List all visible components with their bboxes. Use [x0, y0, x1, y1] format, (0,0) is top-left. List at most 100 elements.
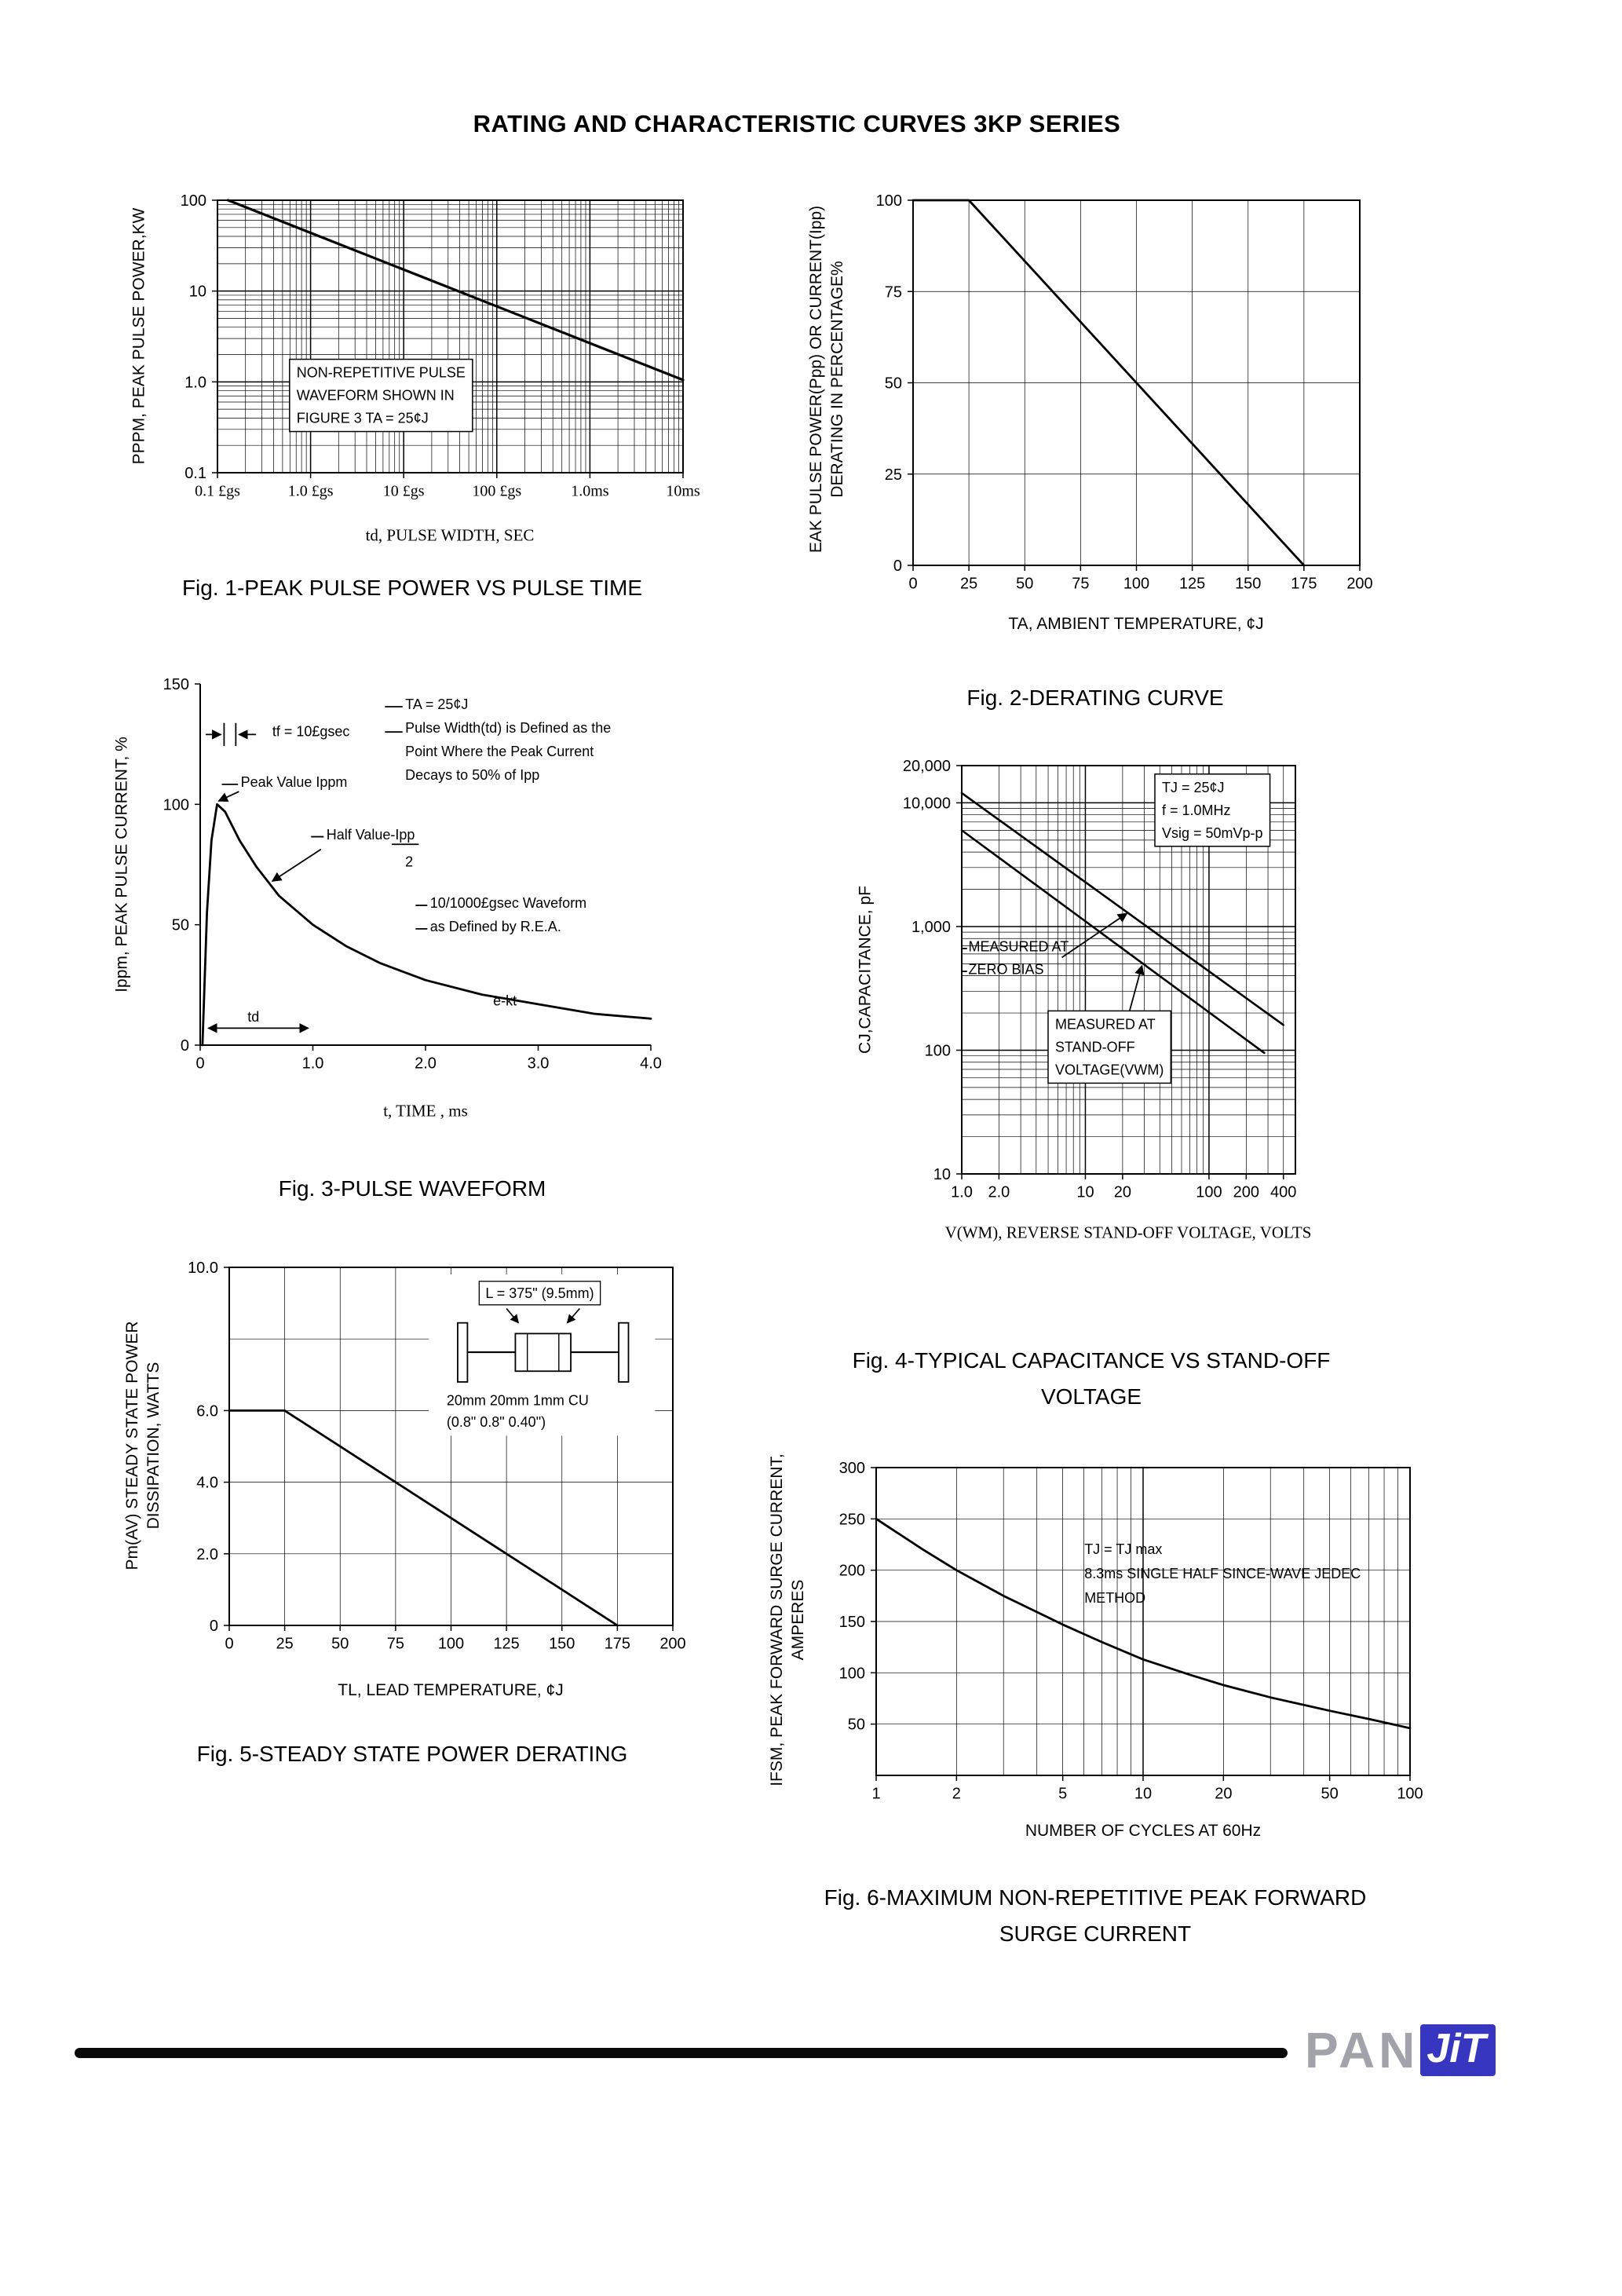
svg-text:150: 150	[549, 1636, 575, 1653]
svg-text:Peak Value Ippm: Peak Value Ippm	[241, 774, 348, 790]
svg-text:0: 0	[210, 1618, 218, 1635]
svg-text:Half Value-Ipp: Half Value-Ipp	[327, 827, 415, 843]
svg-text:0: 0	[225, 1636, 233, 1653]
svg-text:4.0: 4.0	[196, 1475, 218, 1492]
svg-text:10: 10	[1134, 1786, 1152, 1803]
fig3-pulse-waveform-chart: 0 1.0 2.0 3.0 4.0 0 50 100 150 TA = 25¢J Pulse Wid…	[163, 676, 662, 1073]
svg-text:1.0: 1.0	[184, 374, 206, 391]
svg-text:25: 25	[276, 1636, 294, 1653]
fig2-y-axis-label: EAK PULSE POWER(Ppp) OR CURRENT(Ipp) DER…	[807, 205, 846, 554]
svg-text:1.0: 1.0	[951, 1184, 973, 1201]
svg-text:150: 150	[839, 1614, 865, 1631]
logo-text-jit: JiT	[1420, 2024, 1496, 2076]
svg-text:100: 100	[876, 192, 902, 210]
fig6-caption: Fig. 6-MAXIMUM NON-REPETITIVE PEAK FORWA…	[824, 1885, 1367, 1946]
svg-text:200: 200	[1346, 576, 1372, 593]
page-title: RATING AND CHARACTERISTIC CURVES 3KP SER…	[473, 110, 1121, 137]
svg-text:100: 100	[839, 1665, 865, 1682]
svg-text:200: 200	[1233, 1184, 1259, 1201]
fig2-caption: Fig. 2-DERATING CURVE	[966, 686, 1224, 710]
svg-text:4.0: 4.0	[640, 1055, 662, 1073]
svg-text:0: 0	[181, 1037, 189, 1055]
fig4-capacitance-chart: 1.0 2.0 10 20 100 200 400 20,000 10,000 1,000 100 1…	[903, 758, 1297, 1201]
fig6-y-axis-label: IFSM, PEAK FORWARD SURGE CURRENT, AMPERE…	[768, 1453, 807, 1786]
svg-text:1.0ms: 1.0ms	[571, 483, 609, 500]
svg-text:175: 175	[1291, 576, 1317, 593]
fig5-power-derating-chart: 0 25 50 75 100 125 150 175 200 0 2.0 4.0 6.0 10.0 L = …	[188, 1260, 686, 1653]
svg-text:75: 75	[387, 1636, 404, 1653]
fig6-surge-current-chart: 1 2 5 10 20 50 100 50 100 150 200 250 300 TJ = TJ max…	[839, 1460, 1423, 1803]
svg-text:10 £gs: 10 £gs	[383, 483, 425, 500]
svg-text:10.0: 10.0	[188, 1260, 218, 1277]
fig4-y-axis-label: CJ,CAPACITANCE, pF	[856, 886, 875, 1054]
svg-text:25: 25	[885, 466, 902, 484]
svg-text:L = 375" (9.5mm): L = 375" (9.5mm)	[485, 1285, 594, 1301]
svg-text:2.0: 2.0	[415, 1055, 437, 1073]
svg-text:200: 200	[659, 1636, 685, 1653]
svg-text:(0.8" 0.8" 0.40"): (0.8" 0.8" 0.40")	[447, 1414, 546, 1430]
fig6-x-axis-label: NUMBER OF CYCLES AT 60Hz	[1025, 1822, 1262, 1840]
svg-text:50: 50	[848, 1717, 865, 1734]
svg-text:50: 50	[1321, 1786, 1339, 1803]
svg-text:125: 125	[1179, 576, 1205, 593]
fig3-y-axis-label: Ippm, PEAK PULSE CURRENT, %	[112, 737, 131, 993]
svg-text:10,000: 10,000	[903, 795, 951, 812]
fig1-y-axis-label: PPPM, PEAK PULSE POWER,KW	[130, 207, 148, 465]
svg-text:100: 100	[438, 1636, 464, 1653]
svg-text:125: 125	[493, 1636, 519, 1653]
svg-text:150: 150	[163, 676, 189, 693]
svg-text:20mm 20mm 1mm CU: 20mm 20mm 1mm CU	[447, 1393, 589, 1409]
svg-text:150: 150	[1235, 576, 1261, 593]
svg-text:1.0 £gs: 1.0 £gs	[288, 483, 334, 500]
svg-text:1,000: 1,000	[911, 919, 951, 936]
fig5-x-axis-label: TL, LEAD TEMPERATURE, ¢J	[338, 1681, 564, 1699]
svg-text:400: 400	[1270, 1184, 1296, 1201]
svg-text:e-kt: e-kt	[493, 993, 517, 1008]
fig1-caption: Fig. 1-PEAK PULSE POWER VS PULSE TIME	[181, 576, 643, 600]
svg-text:0.1: 0.1	[184, 465, 206, 482]
fig4-caption: Fig. 4-TYPICAL CAPACITANCE VS STAND-OFF …	[852, 1348, 1331, 1409]
svg-text:75: 75	[885, 283, 902, 301]
svg-text:10: 10	[933, 1166, 951, 1183]
fig3-caption: Fig. 3-PULSE WAVEFORM	[278, 1176, 546, 1201]
svg-text:20,000: 20,000	[903, 758, 951, 775]
footer-rule-bar	[75, 2048, 1288, 2058]
logo-text-pan: PAN	[1305, 2022, 1419, 2078]
svg-text:100: 100	[1397, 1786, 1423, 1803]
svg-text:175: 175	[605, 1636, 630, 1653]
svg-text:0: 0	[195, 1055, 204, 1073]
svg-text:300: 300	[839, 1460, 865, 1477]
svg-text:5: 5	[1058, 1786, 1067, 1803]
svg-text:75: 75	[1072, 576, 1089, 593]
svg-text:0: 0	[908, 576, 917, 593]
fig2-derating-curve-chart: 0 25 50 75 100 125 150 175 200 0 25 50 75 100	[876, 192, 1373, 593]
svg-text:100: 100	[925, 1042, 951, 1059]
svg-text:50: 50	[172, 917, 189, 934]
fig5-caption: Fig. 5-STEADY STATE POWER DERATING	[196, 1742, 628, 1766]
svg-text:25: 25	[960, 576, 977, 593]
svg-text:250: 250	[839, 1511, 865, 1528]
svg-text:3.0: 3.0	[528, 1055, 550, 1073]
svg-text:1.0: 1.0	[302, 1055, 324, 1073]
svg-text:20: 20	[1114, 1184, 1131, 1201]
fig1-x-axis-label: td, PULSE WIDTH, SEC	[365, 525, 535, 545]
svg-text:td: td	[247, 1009, 259, 1025]
svg-text:6.0: 6.0	[196, 1402, 218, 1420]
svg-text:20: 20	[1215, 1786, 1232, 1803]
fig2-x-axis-label: TA, AMBIENT TEMPERATURE, ¢J	[1008, 615, 1264, 633]
svg-text:100: 100	[181, 192, 206, 210]
svg-text:1: 1	[871, 1786, 880, 1803]
svg-text:2.0: 2.0	[196, 1546, 218, 1563]
svg-text:100: 100	[1196, 1184, 1222, 1201]
svg-text:0: 0	[893, 558, 902, 575]
fig3-x-axis-label: t, TIME , ms	[383, 1101, 468, 1121]
svg-text:200: 200	[839, 1563, 865, 1580]
